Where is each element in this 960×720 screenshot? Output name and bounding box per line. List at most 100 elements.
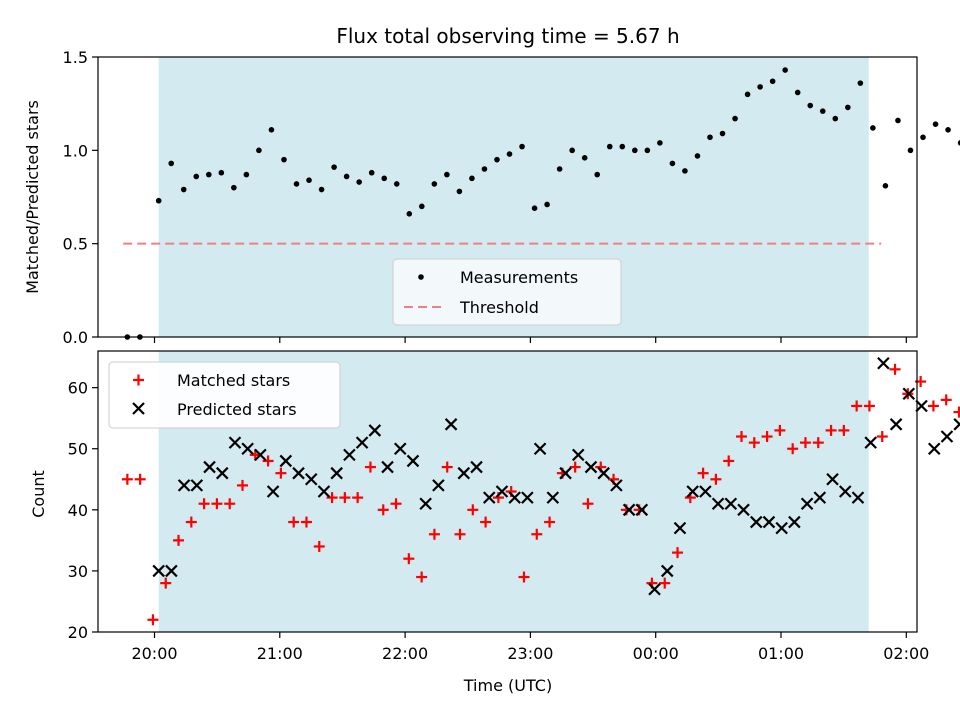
bottom-xlabel: Time (UTC) <box>463 676 552 695</box>
measurement-point <box>957 140 960 146</box>
measurement-point <box>481 166 488 172</box>
predicted-star-point <box>368 424 382 437</box>
measurement-point <box>945 127 951 133</box>
matched-star-point <box>454 528 466 540</box>
matched-star-point <box>467 504 479 516</box>
predicted-star-point <box>711 497 725 510</box>
matched-star-point <box>211 498 223 510</box>
xtick-label: 23:00 <box>507 644 553 663</box>
matched-star-point <box>697 467 709 479</box>
predicted-star-point <box>571 448 585 462</box>
predicted-star-point <box>330 466 343 480</box>
predicted-star-point <box>775 521 788 535</box>
matched-star-point <box>748 437 760 449</box>
bottom-panel: 20 30 40 50 60 20:00 21:00 22:00 23:00 00:00 01:00… <box>68 350 960 663</box>
matched-star-point <box>659 577 671 589</box>
measurement-point <box>832 115 839 122</box>
predicted-star-point <box>254 448 267 462</box>
bottom-ytick-label: 30 <box>68 562 88 581</box>
top-ytick-label: 0.0 <box>63 328 88 347</box>
measurement-point <box>782 67 788 73</box>
matched-star-point <box>851 400 863 412</box>
matched-star-point <box>173 534 185 546</box>
measurement-point <box>694 153 701 159</box>
matched-star-point <box>876 431 888 443</box>
measurement-point <box>331 164 337 170</box>
xtick-label: 01:00 <box>758 644 804 663</box>
measurement-point <box>168 160 175 167</box>
matched-star-point <box>288 516 300 528</box>
measurement-point <box>932 121 939 127</box>
predicted-star-point <box>953 418 960 431</box>
matched-star-point <box>326 492 338 504</box>
matched-star-point <box>300 516 312 528</box>
predicted-star-point <box>673 521 687 535</box>
predicted-star-point <box>838 485 852 498</box>
matched-star-point <box>134 473 146 485</box>
matched-star-point <box>262 455 274 467</box>
matched-star-point <box>339 492 351 504</box>
predicted-star-point <box>610 479 623 492</box>
matched-star-point <box>531 528 543 540</box>
chart-title: Flux total observing time = 5.67 h <box>336 24 679 48</box>
measurement-point <box>819 108 826 114</box>
measurement-point <box>757 84 763 90</box>
xtick-label: 21:00 <box>257 644 303 663</box>
predicted-star-point <box>381 460 394 474</box>
matched-star-point <box>428 528 440 540</box>
matched-star-point <box>160 577 172 589</box>
predicted-star-point <box>343 448 356 462</box>
measurement-point <box>293 181 300 187</box>
measurement-point <box>231 184 237 191</box>
measurement-point <box>807 102 814 109</box>
measurement-point <box>368 169 375 176</box>
predicted-star-point <box>495 485 509 498</box>
predicted-star-point <box>444 418 458 431</box>
predicted-star-point <box>788 515 801 529</box>
measurement-point <box>281 156 287 163</box>
predicted-star-point <box>419 497 432 510</box>
predicted-star-point <box>165 564 178 578</box>
measurement-point <box>494 156 500 163</box>
measurement-point <box>419 203 425 210</box>
measurement-point <box>719 130 726 137</box>
matched-star-point <box>723 455 735 467</box>
top-ytick-label: 0.5 <box>63 235 88 254</box>
measurement-point <box>907 147 914 154</box>
legend-threshold-label: Threshold <box>459 298 539 317</box>
measurement-point <box>657 140 663 146</box>
predicted-star-point <box>813 491 827 504</box>
measurement-point <box>581 155 588 161</box>
matched-star-point <box>224 498 236 510</box>
bottom-legend: Matched stars Predicted stars <box>108 361 341 429</box>
matched-star-point <box>480 516 492 528</box>
measurement-point <box>870 125 876 131</box>
top-ytick-label: 1.5 <box>63 48 88 67</box>
measurement-point <box>431 181 438 187</box>
predicted-star-point <box>864 436 877 449</box>
legend-measurements-label: Measurements <box>460 268 578 287</box>
measurement-point <box>268 127 275 133</box>
predicted-star-point <box>533 442 547 456</box>
measurement-point <box>444 171 450 178</box>
predicted-star-point <box>927 442 941 456</box>
measurement-point <box>895 117 901 124</box>
matched-star-point <box>889 363 901 375</box>
matched-star-point <box>441 461 453 473</box>
matched-star-point <box>390 498 402 510</box>
measurement-point <box>306 177 312 183</box>
measurement-point <box>193 173 200 180</box>
top-panel: 0.0 0.5 1.0 1.5 Measurements Threshold <box>63 48 960 347</box>
predicted-star-point <box>559 466 572 480</box>
bottom-ytick-label: 50 <box>68 440 88 459</box>
measurement-point <box>456 188 463 195</box>
predicted-star-point <box>521 491 534 504</box>
measurement-point <box>920 134 926 141</box>
measurement-point <box>519 143 525 150</box>
measurement-point <box>845 104 851 111</box>
matched-star-point <box>787 443 799 455</box>
predicted-star-point <box>686 485 699 498</box>
predicted-star-point <box>432 479 445 492</box>
measurement-point <box>343 173 350 180</box>
matched-star-point <box>812 437 824 449</box>
